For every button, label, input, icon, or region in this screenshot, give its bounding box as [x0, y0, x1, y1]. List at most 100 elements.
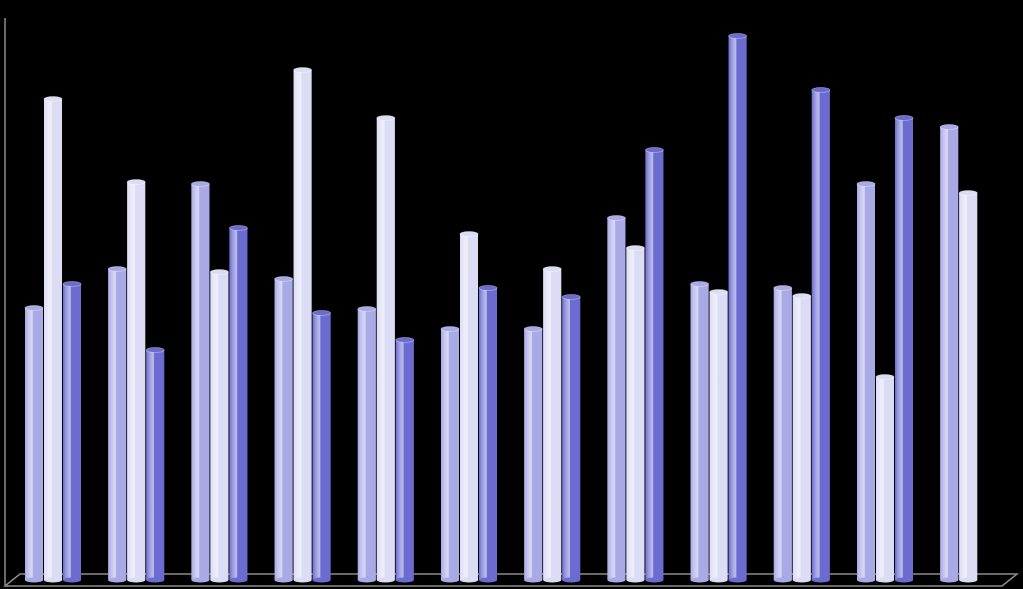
bar — [857, 184, 875, 580]
bar-top-cap — [773, 285, 793, 291]
bar-bottom-cap — [274, 577, 293, 583]
bar-bottom-cap — [25, 577, 43, 583]
bar-bottom-cap — [63, 577, 81, 583]
bar-bottom-cap — [773, 577, 792, 583]
bar — [357, 309, 376, 580]
bar-bottom-cap — [210, 577, 229, 583]
bar-bottom-cap — [940, 577, 959, 583]
bar-top-cap — [24, 305, 44, 311]
bar — [127, 182, 146, 580]
bar — [524, 329, 543, 580]
bar-bottom-cap — [959, 577, 978, 583]
bar — [293, 70, 312, 580]
bar-bottom-cap — [44, 577, 62, 583]
bar — [44, 99, 62, 580]
bar-bottom-cap — [626, 577, 645, 583]
bar-top-cap — [274, 276, 294, 282]
bar-bottom-cap — [562, 577, 581, 583]
bar — [645, 150, 664, 580]
bar-bottom-cap — [876, 577, 894, 583]
bar-top-cap — [107, 266, 127, 272]
bar — [562, 297, 581, 580]
bar — [626, 248, 645, 580]
bar-bottom-cap — [127, 577, 146, 583]
bar — [146, 350, 165, 580]
bar — [895, 118, 913, 580]
bar-bottom-cap — [312, 577, 331, 583]
bar — [441, 329, 459, 580]
bar-bottom-cap — [441, 577, 459, 583]
bar-bottom-cap — [690, 577, 709, 583]
bar-bottom-cap — [543, 577, 562, 583]
bar-bottom-cap — [792, 577, 811, 583]
bar-bottom-cap — [357, 577, 376, 583]
bar — [274, 279, 293, 580]
bar — [229, 228, 248, 580]
bar-top-cap — [856, 181, 876, 187]
bar — [460, 234, 478, 580]
bar — [479, 288, 497, 580]
bar-top-cap — [958, 190, 978, 196]
bar — [709, 292, 728, 580]
bar-top-cap — [357, 306, 377, 312]
bar-top-cap — [312, 310, 332, 316]
bar-top-cap — [440, 326, 460, 332]
bar-bottom-cap — [728, 577, 747, 583]
bar-top-cap — [376, 115, 396, 121]
bar — [63, 284, 81, 580]
bar-bottom-cap — [191, 577, 210, 583]
bar-top-cap — [228, 225, 248, 231]
bar-top-cap — [690, 281, 709, 287]
bar-top-cap — [62, 281, 82, 287]
bar-bottom-cap — [460, 577, 478, 583]
bar — [690, 284, 709, 580]
bar-top-cap — [709, 289, 728, 295]
bar-top-cap — [626, 245, 645, 251]
bar-top-cap — [145, 347, 165, 353]
bar-top-cap — [293, 67, 313, 73]
bar-top-cap — [811, 87, 831, 93]
bar-top-cap — [728, 33, 747, 39]
bar — [811, 90, 830, 580]
bar — [728, 36, 747, 580]
bar — [395, 340, 414, 580]
bar — [543, 269, 562, 580]
bar-top-cap — [542, 266, 562, 272]
bar — [108, 269, 127, 580]
bar — [25, 308, 43, 580]
bar — [940, 127, 959, 580]
bar-bottom-cap — [709, 577, 728, 583]
bar-bottom-cap — [524, 577, 543, 583]
bar-bottom-cap — [146, 577, 165, 583]
bar-top-cap — [939, 124, 959, 130]
bar — [376, 118, 395, 580]
bar-top-cap — [561, 294, 581, 300]
bar-bottom-cap — [229, 577, 248, 583]
bar-bottom-cap — [607, 577, 626, 583]
bar-top-cap — [894, 115, 914, 121]
bar-bottom-cap — [895, 577, 913, 583]
bar — [773, 288, 792, 580]
bar — [191, 184, 210, 580]
bar-top-cap — [607, 215, 626, 221]
bar — [792, 296, 811, 580]
bar — [876, 377, 894, 580]
bar-top-cap — [792, 293, 812, 299]
bar-top-cap — [395, 337, 415, 343]
bar-bottom-cap — [108, 577, 127, 583]
bar — [607, 218, 626, 580]
bar-top-cap — [478, 285, 498, 291]
bar-bottom-cap — [857, 577, 875, 583]
floor — [2, 573, 1020, 587]
bar — [312, 313, 331, 580]
bar-bottom-cap — [479, 577, 497, 583]
bar-top-cap — [875, 374, 895, 380]
bar-bottom-cap — [395, 577, 414, 583]
bar-bottom-cap — [376, 577, 395, 583]
bar-top-cap — [523, 326, 543, 332]
bar-top-cap — [209, 269, 229, 275]
bar — [959, 193, 978, 580]
bar-bottom-cap — [645, 577, 664, 583]
bar-bottom-cap — [293, 577, 312, 583]
